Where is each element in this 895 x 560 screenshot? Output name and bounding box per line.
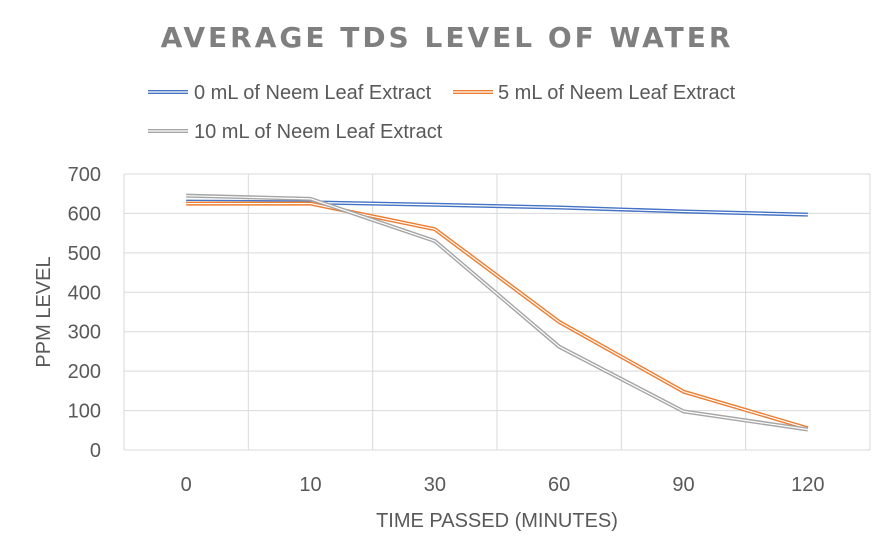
x-tick-label: 30 <box>424 474 446 496</box>
grid <box>123 173 871 451</box>
x-tick-label: 0 <box>181 474 192 496</box>
legend-item-5ml: 5 mL of Neem Leaf Extract <box>453 82 736 104</box>
series-2 <box>186 193 809 432</box>
y-tick-label: 100 <box>68 401 101 423</box>
y-tick-label: 300 <box>68 322 101 344</box>
y-axis-label: PPM LEVEL <box>33 256 55 367</box>
y-tick-label: 400 <box>68 282 101 304</box>
series-lines <box>186 193 809 432</box>
legend-label-10ml: 10 mL of Neem Leaf Extract <box>194 121 443 143</box>
chart-title: AVERAGE TDS LEVEL OF WATER <box>161 21 734 54</box>
y-axis-ticks: 0 100 200 300 400 500 600 700 <box>68 164 101 462</box>
legend-item-0ml: 0 mL of Neem Leaf Extract <box>148 82 432 104</box>
x-tick-label: 90 <box>672 474 694 496</box>
x-tick-label: 10 <box>299 474 321 496</box>
legend-label-5ml: 5 mL of Neem Leaf Extract <box>498 82 736 104</box>
x-tick-label: 60 <box>548 474 570 496</box>
legend-label-0ml: 0 mL of Neem Leaf Extract <box>194 82 432 104</box>
series-line-core <box>186 202 809 429</box>
y-tick-label: 600 <box>68 203 101 225</box>
y-tick-label: 0 <box>90 440 101 462</box>
y-tick-label: 200 <box>68 361 101 383</box>
legend: 0 mL of Neem Leaf Extract 5 mL of Neem L… <box>148 82 736 143</box>
x-axis-label: TIME PASSED (MINUTES) <box>376 510 618 532</box>
x-tick-label: 120 <box>791 474 824 496</box>
x-axis-ticks: 0 10 30 60 90 120 <box>181 474 825 496</box>
legend-item-10ml: 10 mL of Neem Leaf Extract <box>148 121 443 143</box>
y-tick-label: 500 <box>68 243 101 265</box>
series-line-core <box>186 195 808 431</box>
y-tick-label: 700 <box>68 164 101 186</box>
